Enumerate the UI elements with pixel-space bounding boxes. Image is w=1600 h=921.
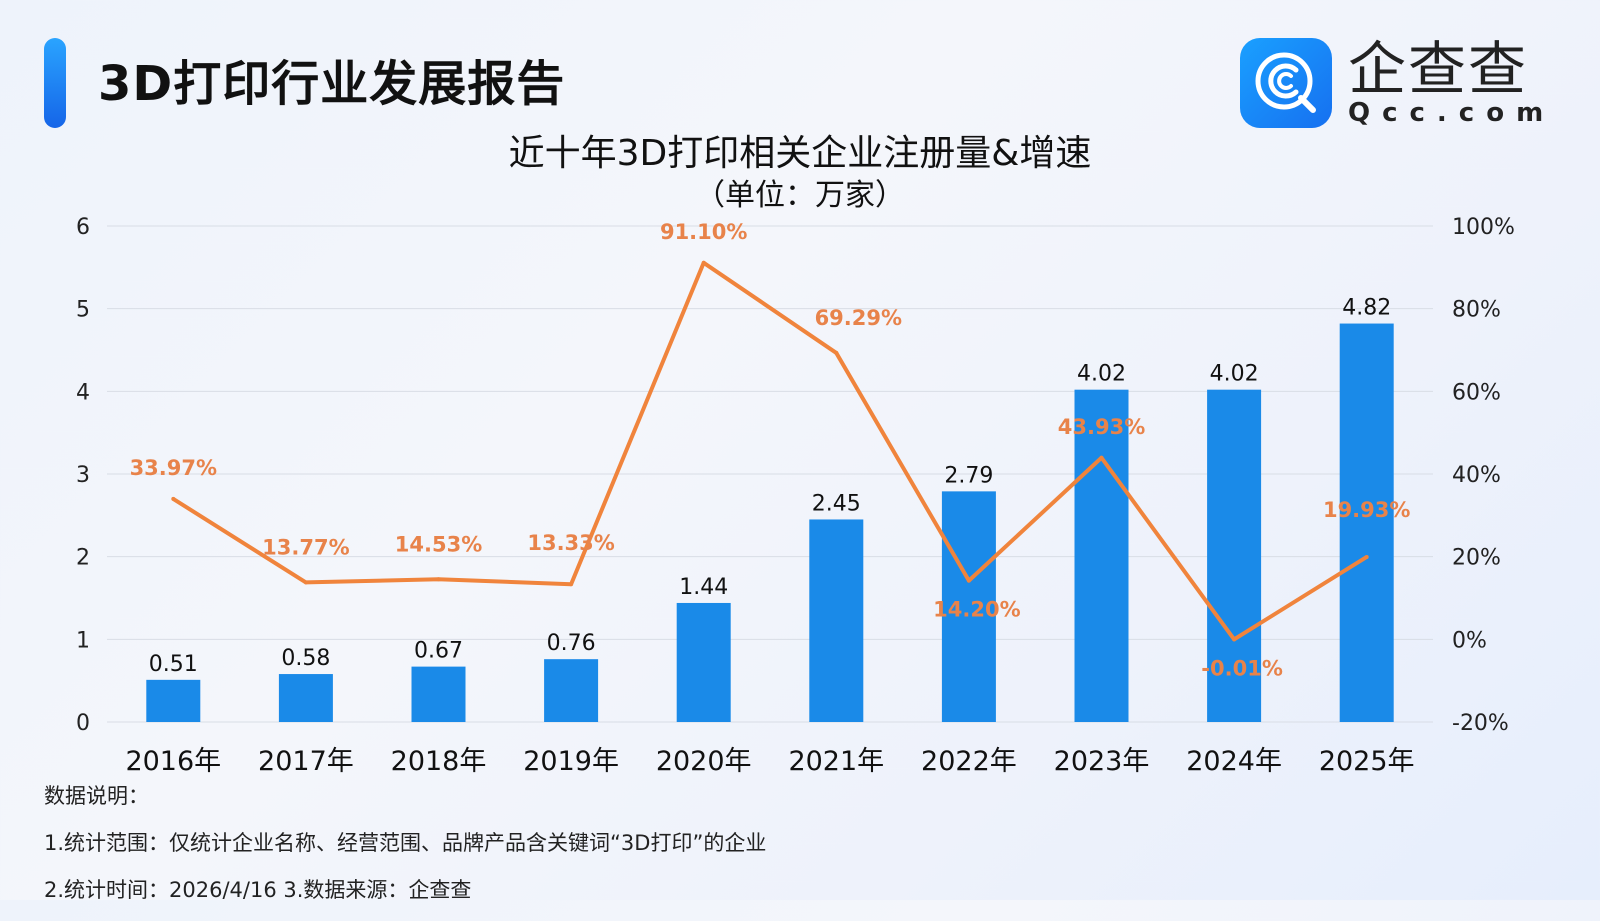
growth-value-label: 43.93% (1058, 415, 1145, 439)
qcc-logo-icon (1240, 38, 1332, 128)
growth-point (303, 580, 308, 585)
y-right-tick-label: 100% (1452, 215, 1515, 240)
growth-point (701, 260, 706, 265)
growth-value-label: 14.53% (395, 532, 482, 556)
bar-value-label: 0.51 (149, 652, 198, 677)
growth-value-label: 69.29% (815, 306, 902, 330)
y-left-tick-label: 1 (76, 628, 90, 653)
x-tick-label: 2016年 (125, 746, 221, 777)
growth-value-label: -0.01% (1201, 656, 1283, 680)
x-tick-label: 2020年 (656, 746, 752, 777)
bar (809, 519, 864, 722)
notes-line-2: 2.统计时间：2026/4/16 3.数据来源：企查查 (44, 878, 472, 902)
bar (676, 602, 731, 722)
bar (1207, 389, 1262, 722)
x-tick-label: 2022年 (921, 746, 1017, 777)
growth-point (966, 578, 971, 583)
bar (1339, 323, 1394, 722)
bar-value-label: 0.58 (281, 646, 330, 671)
growth-point (171, 496, 176, 501)
growth-point (1099, 455, 1104, 460)
y-right-tick-label: -20% (1452, 711, 1509, 736)
x-tick-label: 2023年 (1054, 746, 1150, 777)
x-tick-label: 2025年 (1319, 746, 1415, 777)
chart-title: 近十年3D打印相关企业注册量&增速 (508, 133, 1092, 174)
logo-en-text: Qcc.com (1348, 98, 1556, 128)
growth-value-label: 19.93% (1323, 498, 1410, 522)
x-tick-label: 2024年 (1186, 746, 1282, 777)
x-tick-label: 2018年 (391, 746, 487, 777)
data-notes: 数据说明： 1.统计范围：仅统计企业名称、经营范围、品牌产品含关键词“3D打印”… (44, 780, 766, 921)
x-tick-label: 2019年 (523, 746, 619, 777)
bar-value-label: 0.76 (547, 631, 596, 656)
growth-point (436, 577, 441, 582)
growth-point (834, 350, 839, 355)
growth-value-label: 91.10% (660, 220, 747, 244)
y-right-tick-label: 60% (1452, 380, 1501, 405)
x-tick-label: 2017年 (258, 746, 354, 777)
y-left-tick-label: 4 (76, 380, 90, 405)
notes-line-1: 1.统计范围：仅统计企业名称、经营范围、品牌产品含关键词“3D打印”的企业 (44, 831, 767, 855)
growth-point (569, 582, 574, 587)
logo-cn-text: 企查查 (1348, 35, 1529, 103)
growth-value-label: 14.20% (933, 598, 1020, 622)
growth-point (1364, 554, 1369, 559)
growth-line (172, 260, 1368, 642)
y-left-tick-label: 2 (76, 546, 90, 571)
y-left-tick-label: 0 (76, 711, 90, 736)
y-left-tick-label: 3 (76, 463, 90, 488)
y-right-tick-label: 0% (1452, 628, 1487, 653)
bar (544, 659, 599, 722)
bar (411, 666, 466, 722)
y-right-tick-label: 20% (1452, 546, 1501, 571)
title-accent-bar (44, 38, 66, 128)
bar-value-label: 4.82 (1342, 296, 1391, 321)
bar-value-label: 1.44 (679, 575, 728, 600)
growth-value-label: 13.77% (262, 535, 349, 559)
growth-value-label: 33.97% (130, 456, 217, 480)
notes-heading: 数据说明： (44, 784, 149, 808)
bar (278, 674, 333, 722)
y-left-tick-label: 5 (76, 298, 90, 323)
y-left-tick-label: 6 (76, 215, 90, 240)
y-right-tick-label: 40% (1452, 463, 1501, 488)
bar (941, 491, 996, 722)
bar-value-label: 4.02 (1077, 362, 1126, 387)
x-tick-label: 2021年 (788, 746, 884, 777)
bar-value-label: 2.79 (944, 463, 993, 488)
y-right-tick-label: 80% (1452, 298, 1501, 323)
chart-subtitle: （单位：万家） (695, 178, 905, 213)
bar-value-label: 2.45 (812, 491, 861, 516)
combo-chart: 0 1 2 3 4 5 6 -20% 0% 20% 40% 60% 80% 100% 0.51 0.58 0.6… (76, 215, 1515, 777)
growth-value-label: 13.33% (527, 531, 614, 555)
qcc-logo: 企查查 Qcc.com (1240, 38, 1555, 128)
bar-value-label: 4.02 (1210, 362, 1259, 387)
bar-value-label: 0.67 (414, 639, 463, 664)
bar (1074, 389, 1129, 722)
bar (146, 679, 201, 722)
growth-point (1232, 637, 1237, 642)
report-title: 3D打印行业发展报告 (98, 56, 566, 112)
